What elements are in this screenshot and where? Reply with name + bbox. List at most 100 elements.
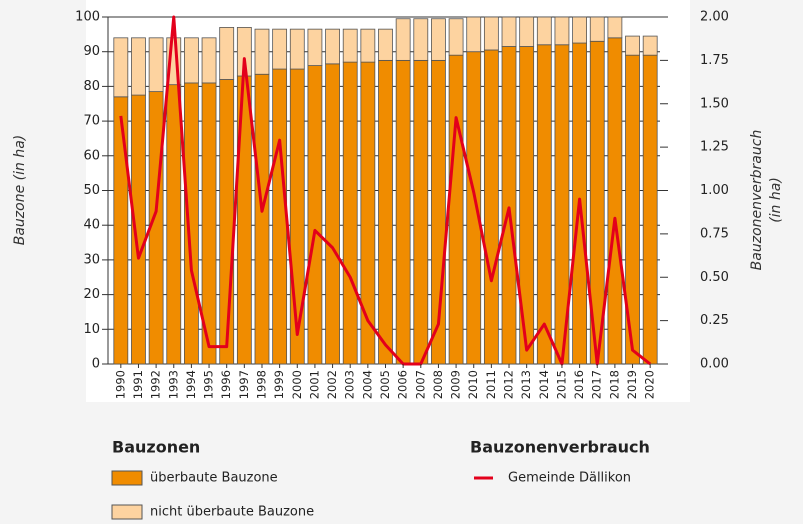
x-tick-label: 1992 [149,370,163,399]
bar [272,28,288,70]
bar [448,54,464,365]
bar [342,28,358,63]
y-tick-label: 0 [92,357,100,372]
y2-tick-label: 0.25 [700,313,729,328]
x-tick-label: 2005 [378,370,392,399]
x-tick-label: 1991 [131,370,145,399]
bar [413,18,429,61]
legend-title: Bauzonenverbrauch [470,438,650,457]
bar [184,37,199,84]
y2-tick-label: 1.00 [700,183,729,198]
legend-label: überbaute Bauzone [150,471,278,486]
x-tick-label: 1995 [202,370,216,399]
bar [254,28,270,75]
bar [360,28,376,63]
bar [589,16,605,42]
y2-tick-label: 1.25 [700,140,729,155]
bar [395,59,411,365]
x-tick-label: 1996 [219,370,233,399]
bar [607,16,623,39]
legend-swatch [111,470,143,486]
x-tick-label: 2008 [431,370,445,399]
bar [554,16,570,46]
bar [395,18,411,61]
bar [431,18,446,61]
bar [113,37,129,98]
bar [166,84,182,365]
y2-tick-label: 0.00 [700,357,729,372]
bar [519,16,535,47]
bar [536,16,552,46]
x-tick-label: 2010 [466,370,480,399]
y2-tick-label: 1.75 [700,53,729,68]
y-tick-label: 10 [83,322,100,337]
bar [483,16,499,51]
bar [572,16,587,44]
bar [378,59,393,365]
y2-tick-label: 1.50 [700,96,729,111]
x-tick-label: 1993 [166,370,180,399]
x-tick-label: 2019 [625,370,639,399]
y-tick-label: 70 [83,114,100,129]
bar [254,73,270,365]
y-tick-label: 60 [83,148,100,163]
bar [642,54,658,365]
x-tick-label: 2002 [325,370,339,399]
legend-swatch [111,504,143,520]
bar [307,65,323,365]
bar [466,16,482,53]
y2-tick-label: 0.75 [700,226,729,241]
x-tick-label: 2013 [519,370,533,399]
bar [113,96,129,365]
bar [607,37,623,365]
x-tick-label: 2001 [307,370,321,399]
y-tick-label: 40 [83,218,100,233]
y-tick-label: 90 [83,44,100,59]
x-tick-label: 1999 [272,370,286,399]
legend-title: Bauzonen [112,438,200,457]
bar [325,28,340,65]
x-tick-label: 1994 [184,370,198,399]
x-tick-label: 2011 [484,370,498,399]
x-tick-label: 2009 [449,370,463,399]
x-tick-label: 2012 [502,370,516,399]
y-axis-label: Bauzone (in ha) [12,135,28,246]
bar [536,44,552,365]
x-tick-label: 1998 [254,370,268,399]
y2-tick-label: 0.50 [700,270,729,285]
bar [342,61,358,365]
y2-tick-label: 2.00 [700,10,729,25]
bar [325,63,340,365]
legend-label: Gemeinde Dällikon [508,471,631,486]
bar [501,46,517,365]
x-tick-label: 2006 [396,370,410,399]
x-tick-label: 2016 [572,370,586,399]
x-tick-label: 2018 [607,370,621,399]
x-tick-label: 2007 [413,370,427,399]
y-tick-label: 30 [83,252,100,267]
y-tick-label: 100 [75,10,100,25]
bar [148,37,164,93]
bar [625,35,640,56]
x-tick-label: 2014 [537,370,551,399]
bar [219,27,235,80]
bar [219,79,235,365]
y2-axis-label: Bauzonenverbrauch [749,130,765,271]
bar [413,59,429,365]
bar [307,28,323,66]
bar [289,28,305,70]
bar [131,37,146,96]
bar [501,16,517,47]
y-tick-label: 50 [83,183,100,198]
bar [466,51,482,365]
y-tick-label: 80 [83,79,100,94]
x-tick-label: 2017 [590,370,604,399]
x-tick-label: 2015 [554,370,568,399]
x-tick-label: 2003 [343,370,357,399]
legend-label: nicht überbaute Bauzone [150,505,314,520]
x-tick-label: 2020 [643,370,657,399]
bar [448,18,464,56]
bar [201,37,217,84]
